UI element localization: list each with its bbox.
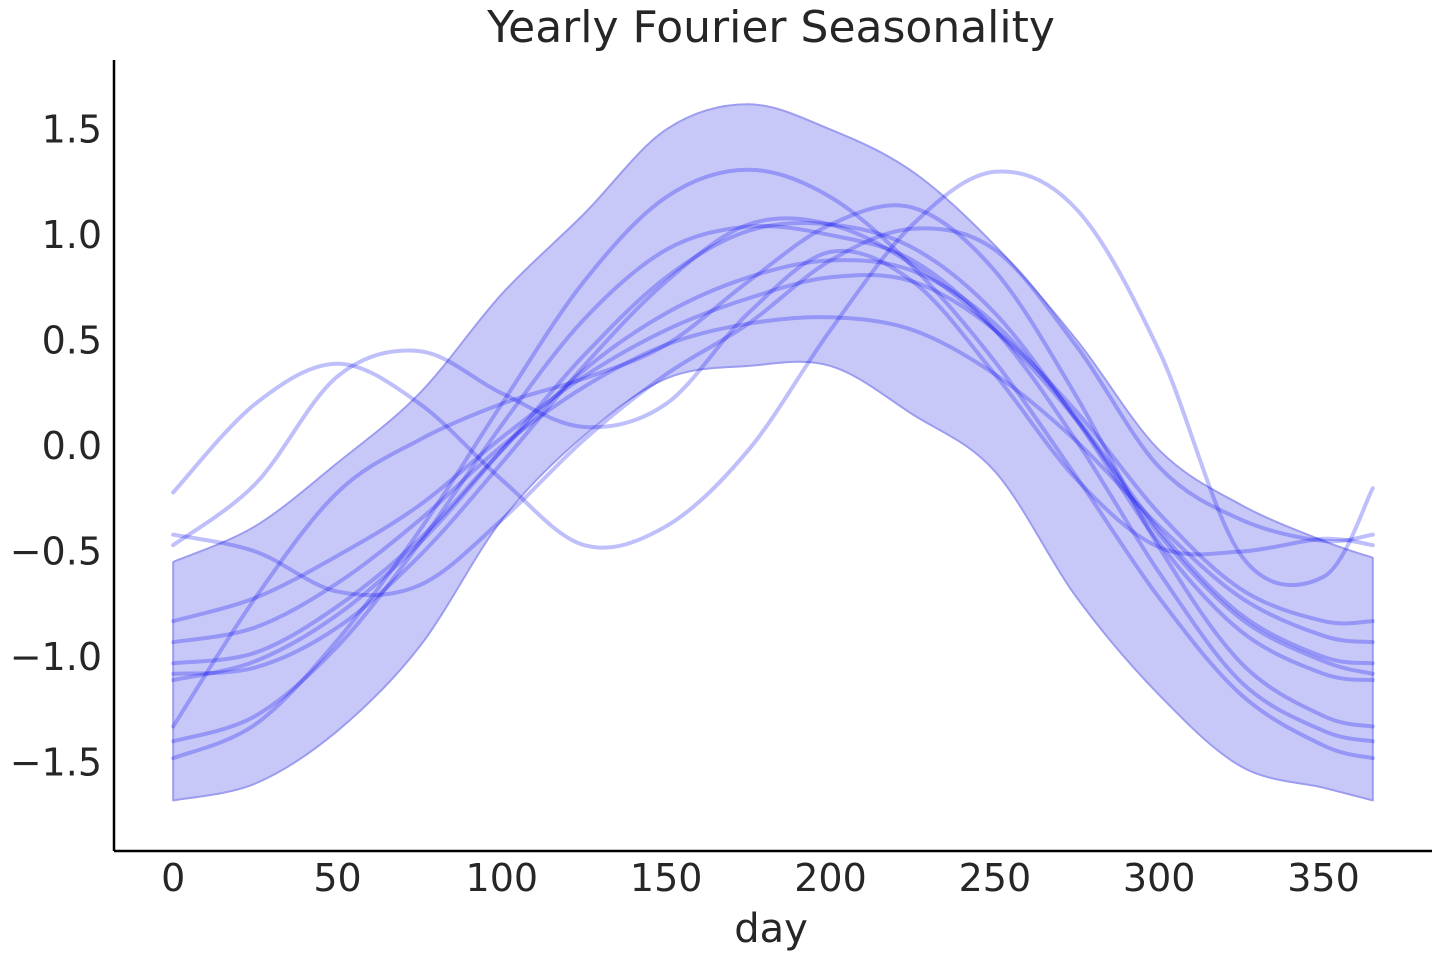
y-tick-label: −1.5 [10, 740, 102, 784]
y-tick-label: 0.5 [42, 319, 102, 363]
series-line-8 [171, 220, 1375, 683]
y-tick-label: −0.5 [10, 530, 102, 574]
y-tick-label: 1.5 [42, 108, 102, 152]
x-tick-label: 350 [1287, 856, 1360, 900]
series-line-11 [171, 216, 1375, 676]
x-tick-label: 150 [630, 856, 703, 900]
series-line-6 [171, 315, 1375, 645]
x-tick-label: 50 [313, 856, 361, 900]
y-ticks: 1.5 1.0 0.5 0.0 −0.5 −1.0 −1.5 [10, 108, 102, 785]
series-line-7 [171, 258, 1375, 666]
uncertainty-band-layer [172, 103, 1374, 802]
x-axis-label: day [734, 906, 808, 952]
uncertainty-band [172, 103, 1374, 802]
chart-title: Yearly Fourier Seasonality [486, 2, 1055, 53]
series-line-10 [171, 167, 1375, 761]
series-line-1 [171, 169, 1375, 587]
series-line-9 [171, 224, 1375, 744]
x-tick-label: 300 [1123, 856, 1196, 900]
series-line-3 [171, 248, 1375, 557]
x-tick-label: 250 [959, 856, 1032, 900]
series-line-4 [171, 203, 1375, 729]
y-tick-label: 0.0 [42, 424, 102, 468]
y-tick-label: −1.0 [10, 635, 102, 679]
series-line-2 [171, 226, 1375, 598]
series-layer [171, 167, 1375, 761]
x-tick-label: 200 [794, 856, 867, 900]
y-tick-label: 1.0 [42, 213, 102, 257]
series-line-5 [171, 272, 1375, 626]
x-ticks: 0 50 100 150 200 250 300 350 [161, 856, 1360, 900]
x-tick-label: 0 [161, 856, 185, 900]
x-tick-label: 100 [466, 856, 539, 900]
